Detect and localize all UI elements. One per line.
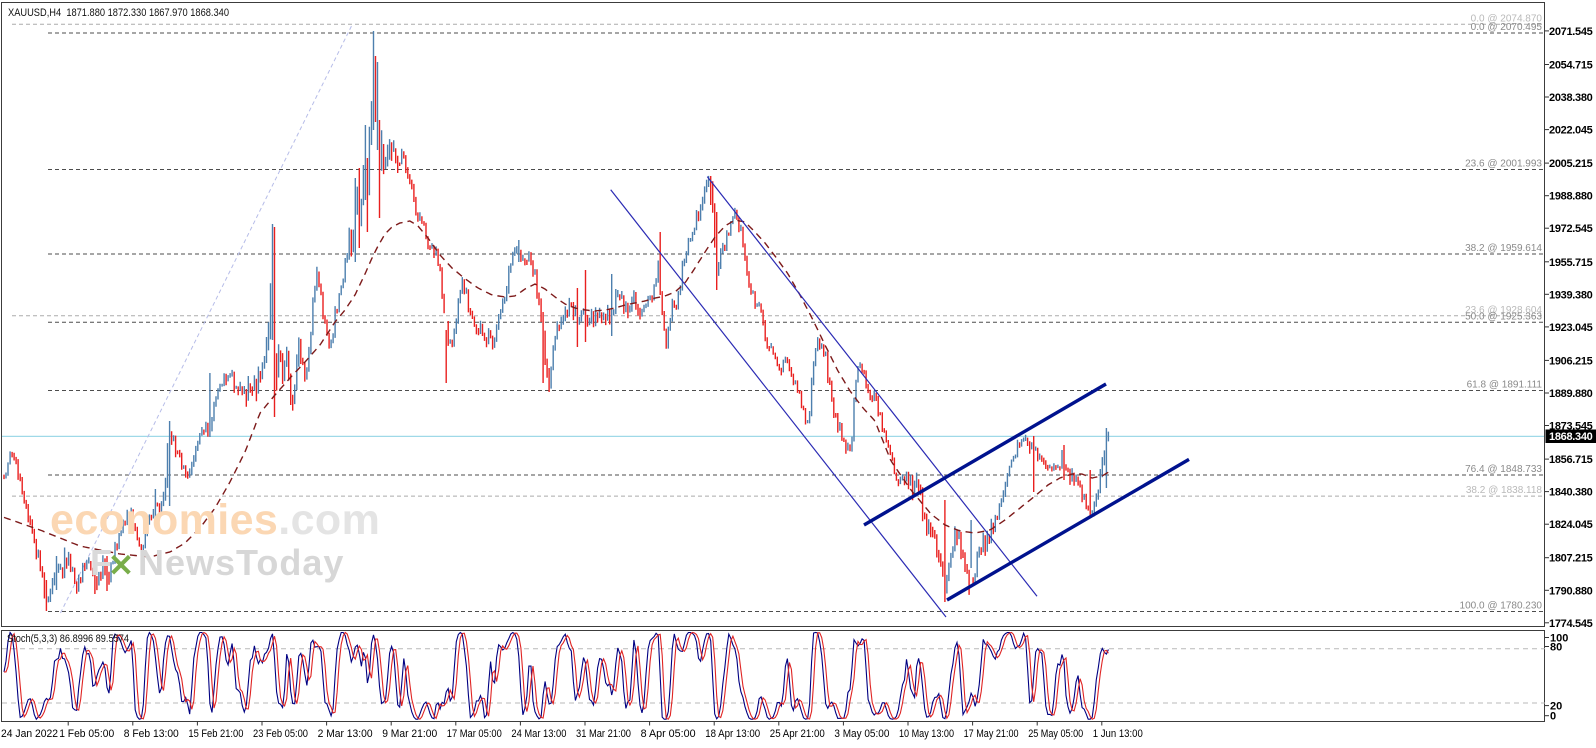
svg-text:XAUUSD,H4 1871.880 1872.330 1: XAUUSD,H4 1871.880 1872.330 1867.970 186… [8, 7, 229, 19]
svg-text:0: 0 [1550, 711, 1556, 723]
svg-text:50.0 @ 1925.363: 50.0 @ 1925.363 [1465, 311, 1542, 322]
svg-text:15 Feb 21:00: 15 Feb 21:00 [188, 728, 243, 740]
svg-text:1807.215: 1807.215 [1549, 553, 1593, 565]
svg-text:23.6 @ 2001.993: 23.6 @ 2001.993 [1465, 159, 1542, 170]
svg-text:61.8 @ 1891.111: 61.8 @ 1891.111 [1467, 380, 1543, 391]
svg-text:17 Mar 05:00: 17 Mar 05:00 [447, 728, 502, 740]
svg-text:38.2 @ 1838.118: 38.2 @ 1838.118 [1466, 485, 1543, 496]
svg-text:1972.545: 1972.545 [1549, 223, 1593, 235]
svg-text:economies.com: economies.com [50, 496, 380, 544]
svg-text:1939.380: 1939.380 [1549, 289, 1593, 301]
svg-text:2022.045: 2022.045 [1549, 125, 1593, 137]
svg-text:1923.045: 1923.045 [1549, 322, 1593, 334]
svg-text:8 Feb 13:00: 8 Feb 13:00 [124, 728, 179, 740]
svg-text:1 Feb 05:00: 1 Feb 05:00 [59, 728, 114, 740]
svg-text:1824.045: 1824.045 [1549, 519, 1593, 531]
svg-text:2005.215: 2005.215 [1549, 158, 1593, 170]
svg-text:10 May 13:00: 10 May 13:00 [899, 728, 954, 740]
svg-text:100.0 @ 1780.230: 100.0 @ 1780.230 [1460, 601, 1543, 612]
svg-text:Stoch(5,3,3) 86.8996 89.5574: Stoch(5,3,3) 86.8996 89.5574 [7, 633, 129, 645]
svg-text:9 Mar 21:00: 9 Mar 21:00 [382, 728, 437, 740]
svg-text:76.4 @ 1848.733: 76.4 @ 1848.733 [1465, 464, 1542, 475]
svg-text:24 Jan 2022: 24 Jan 2022 [1, 728, 58, 740]
svg-text:2054.715: 2054.715 [1549, 60, 1593, 72]
svg-text:1790.880: 1790.880 [1549, 585, 1593, 597]
svg-text:2071.545: 2071.545 [1549, 26, 1593, 38]
svg-text:1840.380: 1840.380 [1549, 487, 1593, 499]
svg-text:2038.380: 2038.380 [1549, 92, 1593, 104]
svg-text:1774.545: 1774.545 [1549, 618, 1593, 630]
svg-text:1889.880: 1889.880 [1549, 388, 1593, 400]
svg-text:8 Apr 05:00: 8 Apr 05:00 [641, 728, 696, 740]
svg-text:25 May 05:00: 25 May 05:00 [1028, 728, 1083, 740]
svg-text:NewsToday: NewsToday [138, 542, 344, 583]
svg-text:17 May 21:00: 17 May 21:00 [964, 728, 1019, 740]
svg-text:0.0 @ 2070.495: 0.0 @ 2070.495 [1471, 22, 1543, 33]
svg-text:1906.215: 1906.215 [1549, 355, 1593, 367]
svg-text:3 May 05:00: 3 May 05:00 [834, 728, 889, 740]
svg-text:38.2 @ 1959.614: 38.2 @ 1959.614 [1465, 243, 1542, 254]
svg-text:24 Mar 13:00: 24 Mar 13:00 [511, 728, 566, 740]
svg-text:1988.880: 1988.880 [1549, 191, 1593, 203]
svg-text:80: 80 [1550, 642, 1562, 654]
svg-text:23 Feb 05:00: 23 Feb 05:00 [253, 728, 308, 740]
svg-text:1955.715: 1955.715 [1549, 257, 1593, 269]
svg-text:25 Apr 21:00: 25 Apr 21:00 [770, 728, 825, 740]
svg-text:31 Mar 21:00: 31 Mar 21:00 [576, 728, 631, 740]
svg-text:18 Apr 13:00: 18 Apr 13:00 [705, 728, 760, 740]
svg-text:1868.340: 1868.340 [1549, 431, 1593, 443]
svg-text:✕: ✕ [108, 548, 134, 583]
svg-text:2 Mar 13:00: 2 Mar 13:00 [318, 728, 373, 740]
svg-text:1 Jun 13:00: 1 Jun 13:00 [1093, 728, 1143, 740]
svg-text:1856.715: 1856.715 [1549, 454, 1593, 466]
